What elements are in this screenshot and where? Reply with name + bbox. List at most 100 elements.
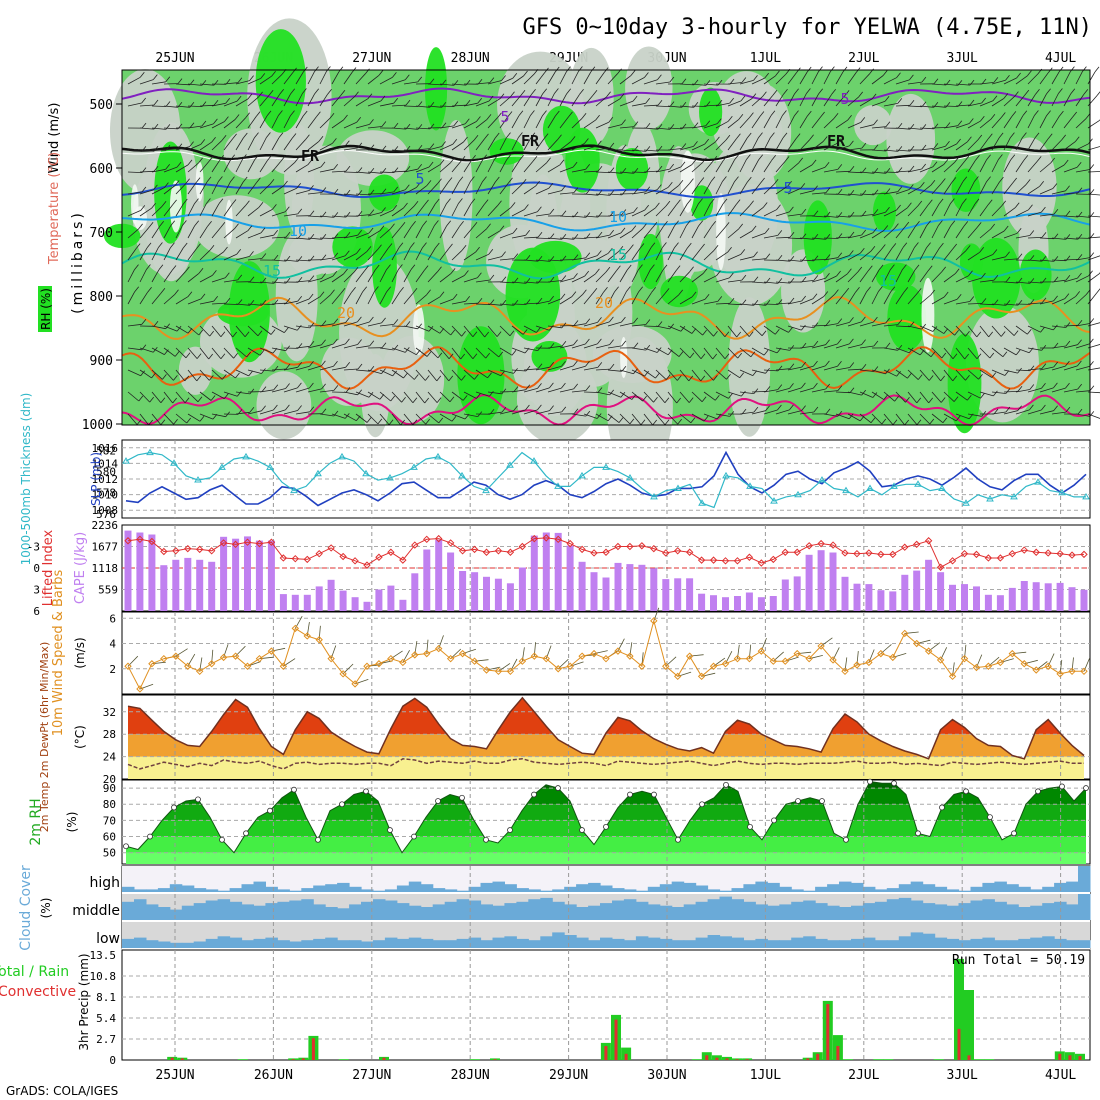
- cape-tick: 559: [98, 584, 118, 597]
- wind-barb-flag: [512, 227, 518, 234]
- cloud-cell: [815, 886, 828, 892]
- wind-barb-flag: [909, 165, 915, 172]
- rh2m-point: [843, 836, 849, 843]
- wind-barb: [931, 296, 945, 305]
- wind-barb-flag: [185, 178, 190, 185]
- cloud-cell: [337, 940, 350, 948]
- wind-barb-flag: [1065, 360, 1070, 367]
- wind-barb-flag: [621, 340, 627, 347]
- rh2m-point: [675, 836, 681, 843]
- wind-barb: [583, 322, 598, 327]
- wind-barb: [307, 93, 316, 107]
- wind-barb: [943, 391, 955, 402]
- wind-barb: [379, 171, 395, 173]
- wind-barb: [991, 369, 1006, 376]
- thickness-point: [386, 473, 394, 481]
- wind-barb: [187, 162, 199, 173]
- wind-barb: [919, 184, 932, 195]
- wind-barb: [727, 181, 735, 195]
- wind-barb-flag: [952, 353, 958, 359]
- wind-barb: [235, 205, 246, 217]
- lifted-index-point: [924, 537, 933, 545]
- wind-barb-flag: [989, 352, 995, 359]
- wind-barb-flag: [244, 331, 250, 337]
- cloud-cell: [193, 903, 207, 920]
- wind-barb-flag: [758, 154, 764, 160]
- wind-barb-flag: [141, 186, 147, 193]
- wind-barb: [811, 237, 826, 240]
- wind-barb: [1063, 365, 1078, 371]
- wind-barb-flag: [749, 200, 754, 207]
- wind-barb-flag: [942, 417, 948, 423]
- wind-barb: [415, 148, 430, 151]
- cloud-cell: [361, 889, 374, 892]
- wind-barb: [403, 105, 419, 107]
- wind-barb-flag: [1022, 132, 1027, 138]
- cloud-cell: [791, 889, 804, 892]
- wind-barb-flag: [1024, 89, 1030, 96]
- cloud-cell: [420, 907, 434, 920]
- wind10m-ylabel: 10m Wind Speed & Barbs: [51, 570, 66, 737]
- wind-barb: [343, 72, 353, 85]
- wind-barb: [487, 369, 501, 377]
- wind-barb-flag: [1077, 339, 1082, 345]
- wind-barb-flag: [209, 244, 215, 251]
- wind-barb-flag: [801, 405, 806, 411]
- wind-barb: [1027, 409, 1042, 415]
- wind-barb-flag: [374, 264, 380, 271]
- wind-barb-flag: [710, 176, 716, 183]
- cloud-cell: [731, 888, 744, 892]
- wind-barb: [331, 273, 344, 283]
- lifted-index-point: [877, 550, 885, 559]
- wind-barb-flag: [333, 163, 339, 170]
- contour-freezing-halo: [121, 149, 1091, 163]
- wind-barb-flag: [452, 138, 458, 145]
- wind-barb-flag: [1083, 89, 1089, 95]
- wind-barb-flag: [1023, 155, 1029, 161]
- rh-high-area: [368, 174, 401, 212]
- wind10m-point: [375, 660, 383, 668]
- cape-bar: [638, 564, 646, 611]
- wind10m-point: [530, 652, 539, 660]
- wind-barb: [127, 102, 142, 107]
- wind-barb-flag: [710, 198, 715, 204]
- wind-barb: [1039, 115, 1047, 129]
- wind-barb: [475, 325, 486, 338]
- contour-label: FR: [827, 132, 846, 150]
- wind-barb: [451, 141, 464, 151]
- wind-barb: [535, 115, 543, 129]
- wind-barb-flag: [669, 144, 675, 151]
- wind-barb: [559, 71, 567, 85]
- precip-tick: 0: [109, 1054, 116, 1067]
- precip-tick: 10.8: [90, 970, 117, 983]
- cloud-cell: [839, 940, 852, 948]
- wind-barb-flag: [448, 375, 454, 382]
- wind-barb: [691, 162, 703, 173]
- wind-barb-flag: [644, 370, 649, 377]
- precip-conv-bar: [493, 1059, 497, 1060]
- rh-low-area: [275, 232, 318, 362]
- precip-total-bar: [237, 1059, 248, 1060]
- credit: GrADS: COLA/IGES: [6, 1084, 118, 1098]
- wind-barb-flag: [1015, 349, 1021, 356]
- cloud-cell: [934, 937, 948, 948]
- cape-bar: [387, 585, 395, 611]
- wind-barb: [235, 117, 246, 129]
- cloud-cell: [982, 937, 995, 948]
- precip-conv-bar: [170, 1057, 174, 1060]
- wind-barb: [631, 324, 646, 327]
- wind-barb: [187, 225, 196, 239]
- wind-barb: [331, 119, 344, 129]
- wind-barb: [127, 248, 137, 261]
- wind-barb-flag: [165, 164, 171, 170]
- wind-barb: [643, 104, 659, 107]
- slp-tick: 1008: [92, 504, 119, 517]
- contour-label: FR: [521, 132, 540, 150]
- wind10m-point: [207, 660, 216, 668]
- top-date-2: 27JUN: [352, 51, 391, 66]
- wind-barb-flag: [674, 242, 679, 248]
- wind-barb: [799, 71, 808, 85]
- wind-barb: [607, 73, 618, 85]
- wind-barb-flag: [789, 297, 795, 304]
- wind-barb-flag: [285, 231, 291, 238]
